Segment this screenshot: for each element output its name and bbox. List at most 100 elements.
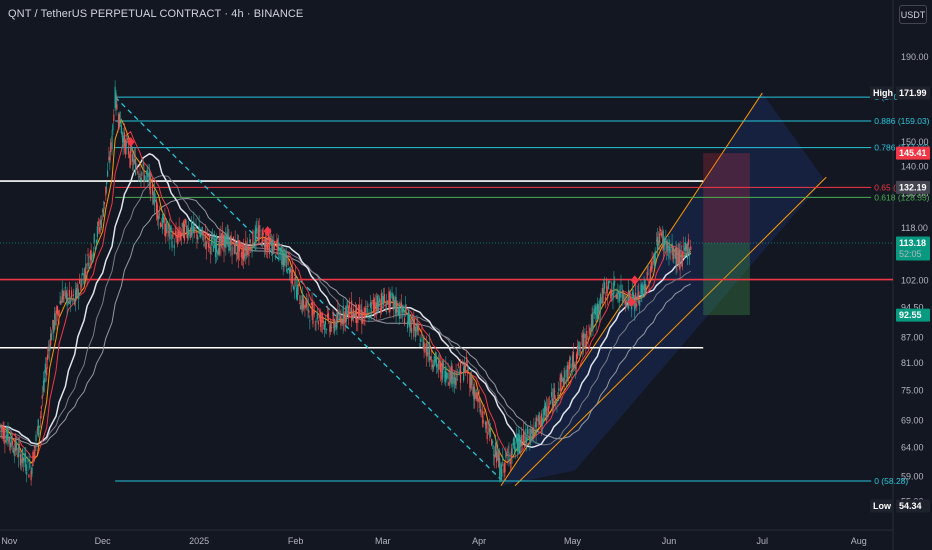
candle-body [91,255,93,261]
ma-grey-line [0,197,691,447]
candle-body [116,104,118,110]
candle-body [0,424,1,426]
candle-body [597,305,599,308]
candle-body [672,246,674,260]
candle-body [394,300,396,308]
x-tick-label: Jul [757,536,769,546]
candle-body [333,318,335,329]
candle-body [68,289,70,297]
candle-body [423,342,425,352]
candle-body [595,306,597,322]
candle-body [487,421,490,425]
candle-body [572,352,575,370]
candle-body [565,379,567,382]
candle-body [364,308,366,318]
candle-body [376,295,378,308]
candle-body [71,299,74,301]
candle-body [190,227,192,238]
candle-body [654,250,656,262]
x-tick-label: Dec [95,536,112,546]
y-tick-label: 59.00 [901,472,924,482]
candle-body [131,154,134,162]
candle-body [127,146,130,155]
candle-body [222,232,224,245]
candle-body [504,462,506,473]
candle-body [219,235,221,254]
candle-body [401,306,403,313]
candle-body [343,312,345,325]
candle-body [619,293,621,299]
candle-body [519,442,522,445]
candle-body [260,245,262,246]
candle-body [652,261,655,263]
candle-body [647,273,649,275]
candle-body [72,294,74,297]
candle-body [153,190,155,206]
candle-body [363,313,365,316]
price-tag-value: 92.55 [899,310,922,320]
candle-body [578,342,580,349]
candle-body [678,251,680,263]
candle-body [194,227,196,229]
candle-body [291,266,294,285]
candle-body [66,292,68,306]
candle-body [592,312,594,330]
candle-body [350,300,353,322]
candle-body [361,309,363,324]
candle-body [611,290,613,296]
candle-body [120,125,122,133]
candle-body [438,360,440,370]
candle-body [158,215,160,220]
candle-body [209,246,211,254]
candle-body [312,303,314,325]
candle-body [197,236,199,240]
candle-body [632,293,635,302]
price-tag-prefix-bg [870,86,894,100]
candle-body [419,343,421,347]
candle-body [25,456,27,471]
candle-body [344,310,346,323]
candle-body [254,230,256,245]
candle-body [396,301,398,313]
candle-body [497,448,499,461]
candle-body [415,326,417,337]
price-tag-value: 132.19 [899,182,927,192]
candle-body [456,379,458,380]
candle-body [162,214,164,230]
candle-body [259,230,261,232]
candle-body [663,238,666,246]
candle-body [491,441,494,444]
candle-body [482,419,484,424]
candle-body [499,457,501,477]
candle-body [212,245,214,252]
candle-body [249,239,251,243]
candle-body [395,297,397,314]
candle-body [682,245,684,247]
y-tick-label: 102.00 [901,275,929,285]
candle-body [242,250,244,259]
candle-body [390,292,392,299]
candle-body [387,300,389,302]
candle-body [317,321,319,325]
candle-body [341,323,343,324]
candle-body [50,334,52,346]
candle-body [281,253,283,265]
candle-body [94,247,96,250]
candle-body [10,433,12,448]
candle-body [492,454,495,456]
candle-body [147,173,149,178]
candle-body [82,273,84,275]
candle-body [471,376,473,386]
candle-body [359,305,361,316]
candle-body [52,319,54,330]
candle-body [226,232,228,244]
candle-body [638,291,640,304]
candle-body [533,427,535,432]
candle-body [622,290,624,294]
currency-button[interactable]: USDT [899,5,927,24]
candle-body [674,250,676,256]
candle-body [584,333,586,339]
candle-body [431,364,434,368]
candle-body [149,173,151,195]
